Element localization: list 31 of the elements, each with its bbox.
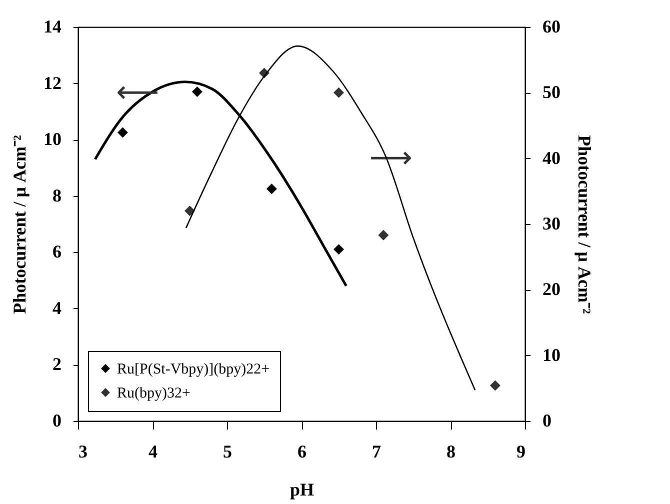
y-tick-label: 10 <box>44 129 62 150</box>
y-tick-label: 0 <box>52 410 62 430</box>
x-tick-label: 6 <box>298 442 306 462</box>
point <box>378 230 389 240</box>
x-tick-label: 5 <box>223 442 232 462</box>
x-tick-label: 4 <box>148 442 158 462</box>
x-tick-label: 8 <box>446 442 456 462</box>
y2-tick-label: 50 <box>542 82 560 102</box>
y2-tick-label: 60 <box>542 16 560 36</box>
point <box>184 206 195 216</box>
point <box>490 380 500 391</box>
y2-axis-title: Photocurrent / μ Acm⁻² <box>574 135 594 314</box>
legend-label: Ru(bpy)32+ <box>117 386 190 402</box>
x-tick-label: 3 <box>78 442 88 462</box>
y-tick-label: 12 <box>44 72 62 93</box>
legend-label: Ru[P(St-Vbpy)](bpy)22+ <box>117 362 270 378</box>
x-axis-title: pH <box>290 480 314 500</box>
y-tick-label: 6 <box>52 242 62 262</box>
y-tick-label: 8 <box>52 185 62 206</box>
y2-tick-label: 40 <box>542 148 560 168</box>
y-tick-label: 14 <box>44 16 62 36</box>
y-tick-label: 4 <box>52 298 62 318</box>
x-tick-label: 7 <box>372 442 381 462</box>
y2-tick-label: 20 <box>542 279 560 300</box>
point <box>334 87 344 98</box>
x-tick-label: 9 <box>516 442 526 462</box>
y2-tick-label: 30 <box>542 214 560 234</box>
y-axis-title: Photocurrent / μ Acm⁻² <box>10 135 30 314</box>
y2-tick-label: 10 <box>542 344 560 365</box>
y2-tick-label: 0 <box>542 410 552 430</box>
y-tick-label: 2 <box>52 354 62 374</box>
